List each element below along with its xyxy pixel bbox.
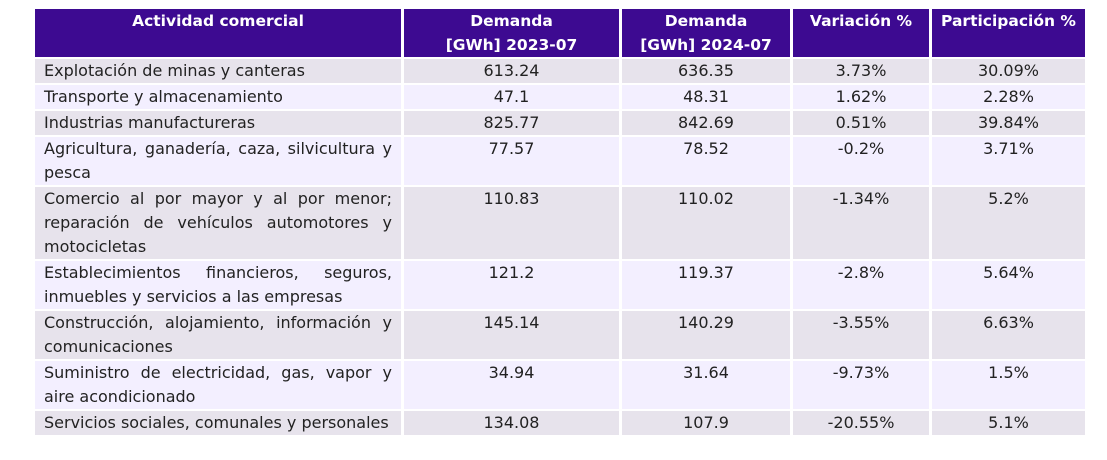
table-row: Agricultura, ganadería, caza, silvicultu… <box>35 137 1085 185</box>
cell-participacion: 1.5% <box>932 361 1085 409</box>
cell-demanda-2024: 119.37 <box>622 261 790 309</box>
cell-demanda-2024: 31.64 <box>622 361 790 409</box>
cell-actividad: Servicios sociales, comunales y personal… <box>35 411 401 435</box>
cell-variacion: 3.73% <box>793 59 929 83</box>
table-row: Construcción, alojamiento, información y… <box>35 311 1085 359</box>
cell-demanda-2024: 636.35 <box>622 59 790 83</box>
cell-demanda-2023: 825.77 <box>404 111 619 135</box>
cell-participacion: 5.64% <box>932 261 1085 309</box>
cell-actividad: Establecimientos financieros, seguros, i… <box>35 261 401 309</box>
table-row: Transporte y almacenamiento 47.1 48.31 1… <box>35 85 1085 109</box>
cell-demanda-2024: 48.31 <box>622 85 790 109</box>
cell-participacion: 5.1% <box>932 411 1085 435</box>
cell-demanda-2023: 613.24 <box>404 59 619 83</box>
cell-actividad: Industrias manufactureras <box>35 111 401 135</box>
cell-participacion: 30.09% <box>932 59 1085 83</box>
table-row: Industrias manufactureras 825.77 842.69 … <box>35 111 1085 135</box>
cell-demanda-2023: 47.1 <box>404 85 619 109</box>
cell-participacion: 2.28% <box>932 85 1085 109</box>
table-row: Establecimientos financieros, seguros, i… <box>35 261 1085 309</box>
cell-actividad: Transporte y almacenamiento <box>35 85 401 109</box>
cell-variacion: -3.55% <box>793 311 929 359</box>
cell-variacion: -20.55% <box>793 411 929 435</box>
table-body: Explotación de minas y canteras 613.24 6… <box>35 59 1085 435</box>
cell-demanda-2023: 145.14 <box>404 311 619 359</box>
header-demanda-2023-text: Demanda [GWh] 2023-07 <box>445 12 578 54</box>
header-demanda-2023: Demanda [GWh] 2023-07 <box>404 9 619 57</box>
table-row: Servicios sociales, comunales y personal… <box>35 411 1085 435</box>
header-participacion: Participación % <box>932 9 1085 57</box>
cell-actividad: Comercio al por mayor y al por menor; re… <box>35 187 401 259</box>
cell-demanda-2023: 110.83 <box>404 187 619 259</box>
table-row: Explotación de minas y canteras 613.24 6… <box>35 59 1085 83</box>
cell-variacion: 1.62% <box>793 85 929 109</box>
cell-demanda-2024: 140.29 <box>622 311 790 359</box>
cell-actividad: Suministro de electricidad, gas, vapor y… <box>35 361 401 409</box>
cell-participacion: 6.63% <box>932 311 1085 359</box>
cell-participacion: 3.71% <box>932 137 1085 185</box>
table-row: Comercio al por mayor y al por menor; re… <box>35 187 1085 259</box>
demand-table: Actividad comercial Demanda [GWh] 2023-0… <box>32 7 1088 437</box>
cell-demanda-2023: 134.08 <box>404 411 619 435</box>
cell-variacion: -2.8% <box>793 261 929 309</box>
header-row: Actividad comercial Demanda [GWh] 2023-0… <box>35 9 1085 57</box>
cell-demanda-2023: 34.94 <box>404 361 619 409</box>
cell-variacion: -0.2% <box>793 137 929 185</box>
cell-demanda-2023: 121.2 <box>404 261 619 309</box>
cell-demanda-2023: 77.57 <box>404 137 619 185</box>
cell-actividad: Explotación de minas y canteras <box>35 59 401 83</box>
cell-demanda-2024: 78.52 <box>622 137 790 185</box>
table-header: Actividad comercial Demanda [GWh] 2023-0… <box>35 9 1085 57</box>
cell-variacion: -1.34% <box>793 187 929 259</box>
header-actividad: Actividad comercial <box>35 9 401 57</box>
cell-variacion: 0.51% <box>793 111 929 135</box>
header-variacion: Variación % <box>793 9 929 57</box>
cell-demanda-2024: 842.69 <box>622 111 790 135</box>
table-row: Suministro de electricidad, gas, vapor y… <box>35 361 1085 409</box>
cell-demanda-2024: 107.9 <box>622 411 790 435</box>
cell-actividad: Agricultura, ganadería, caza, silvicultu… <box>35 137 401 185</box>
cell-variacion: -9.73% <box>793 361 929 409</box>
cell-demanda-2024: 110.02 <box>622 187 790 259</box>
cell-participacion: 5.2% <box>932 187 1085 259</box>
header-demanda-2024: Demanda [GWh] 2024-07 <box>622 9 790 57</box>
cell-participacion: 39.84% <box>932 111 1085 135</box>
cell-actividad: Construcción, alojamiento, información y… <box>35 311 401 359</box>
header-demanda-2024-text: Demanda [GWh] 2024-07 <box>640 12 772 54</box>
